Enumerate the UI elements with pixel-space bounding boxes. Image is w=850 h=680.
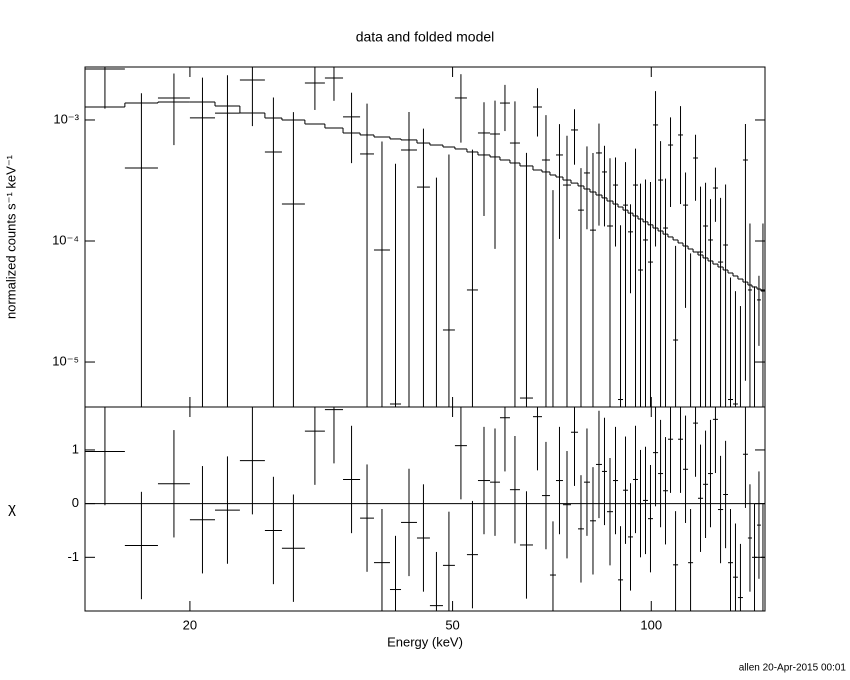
y-tick-label: 10⁻⁵ (52, 353, 79, 368)
x-tick-label: 100 (640, 617, 662, 632)
x-tick-label: 20 (183, 617, 197, 632)
y-axis-label: χ (8, 500, 16, 517)
y-tick-label: 10⁻³ (53, 111, 79, 126)
y-tick-label: 1 (72, 441, 79, 456)
footer: allen 20-Apr-2015 00:01 (739, 663, 847, 674)
plot-area (85, 407, 765, 611)
y-tick-label: 0 (72, 495, 79, 510)
y-tick-label: -1 (67, 549, 79, 564)
frame (84, 406, 766, 612)
y-tick-label: 10⁻⁴ (52, 232, 79, 247)
chart-title: data and folded model (356, 29, 495, 45)
x-tick-label: 50 (445, 617, 459, 632)
x-axis-label: Energy (keV) (387, 634, 463, 649)
y-axis-label: normalized counts s⁻¹ keV⁻¹ (3, 154, 18, 319)
plot-area (85, 67, 765, 407)
